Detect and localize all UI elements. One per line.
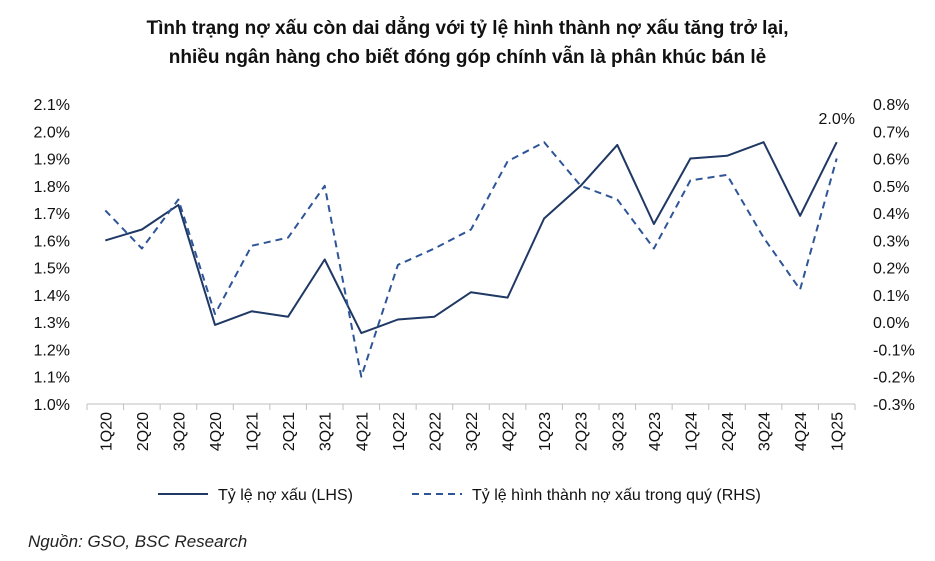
x-tick-label: 2Q20 xyxy=(135,412,152,451)
x-tick-label: 1Q21 xyxy=(245,412,262,451)
x-tick-label: 3Q23 xyxy=(610,412,627,451)
y-left-tick-label: 2.1% xyxy=(34,97,70,114)
x-tick-label: 4Q24 xyxy=(793,412,810,451)
x-tick-label: 1Q25 xyxy=(830,412,847,451)
x-tick-label: 2Q21 xyxy=(281,412,298,451)
x-tick-label: 1Q23 xyxy=(537,412,554,451)
legend-label-npl-ratio: Tỷ lệ nợ xấu (LHS) xyxy=(218,487,353,504)
y-right-tick-label: 0.4% xyxy=(873,206,909,223)
y-left-tick-label: 1.3% xyxy=(34,315,70,332)
y-right-tick-label: 0.5% xyxy=(873,179,909,196)
y-left-tick-label: 1.2% xyxy=(34,342,70,359)
y-left-tick-label: 1.8% xyxy=(34,179,70,196)
y-right-tick-label: 0.8% xyxy=(873,97,909,114)
y-right-tick-label: -0.2% xyxy=(873,370,915,387)
y-right-tick-label: 0.2% xyxy=(873,261,909,278)
y-right-tick-label: 0.7% xyxy=(873,124,909,141)
x-tick-label: 4Q22 xyxy=(501,412,518,451)
x-tick-label: 1Q24 xyxy=(683,412,700,451)
x-tick-label: 4Q21 xyxy=(354,412,371,451)
y-left-tick-label: 2.0% xyxy=(34,124,70,141)
y-left-tick-label: 1.0% xyxy=(34,397,70,414)
y-right-tick-label: 0.6% xyxy=(873,152,909,169)
y-right-tick-label: -0.3% xyxy=(873,397,915,414)
legend-label-npl-formation: Tỷ lệ hình thành nợ xấu trong quý (RHS) xyxy=(472,487,761,504)
x-tick-label: 4Q20 xyxy=(208,412,225,451)
x-tick-label: 2Q24 xyxy=(720,412,737,451)
chart-title-line1: Tình trạng nợ xấu còn dai dẳng với tỷ lệ… xyxy=(146,18,789,39)
y-right-tick-label: -0.1% xyxy=(873,342,915,359)
chart-title-line2: nhiều ngân hàng cho biết đóng góp chính … xyxy=(168,47,767,68)
y-right-tick-label: 0.1% xyxy=(873,288,909,305)
y-left-tick-label: 1.4% xyxy=(34,288,70,305)
x-tick-label: 3Q21 xyxy=(318,412,335,451)
x-tick-label: 3Q22 xyxy=(464,412,481,451)
y-right-tick-label: 0.3% xyxy=(873,233,909,250)
y-left-tick-label: 1.7% xyxy=(34,206,70,223)
x-tick-label: 3Q20 xyxy=(171,412,188,451)
source-note: Nguồn: GSO, BSC Research xyxy=(28,532,248,551)
series-line-npl-formation xyxy=(104,141,838,378)
y-left-tick-label: 1.1% xyxy=(34,370,70,387)
x-tick-label: 3Q24 xyxy=(757,412,774,451)
series-line-npl-ratio xyxy=(105,141,838,335)
x-tick-label: 4Q23 xyxy=(647,412,664,451)
y-left-tick-label: 1.9% xyxy=(34,152,70,169)
data-label-annotation: 2.0% xyxy=(818,111,854,128)
y-right-tick-label: 0.0% xyxy=(873,315,909,332)
y-left-tick-label: 1.6% xyxy=(34,233,70,250)
x-tick-label: 2Q22 xyxy=(427,412,444,451)
x-tick-label: 1Q20 xyxy=(98,412,115,451)
y-left-tick-label: 1.5% xyxy=(34,261,70,278)
x-tick-label: 2Q23 xyxy=(574,412,591,451)
chart-title: Tình trạng nợ xấu còn dai dẳng với tỷ lệ… xyxy=(0,14,935,72)
x-tick-label: 1Q22 xyxy=(391,412,408,451)
